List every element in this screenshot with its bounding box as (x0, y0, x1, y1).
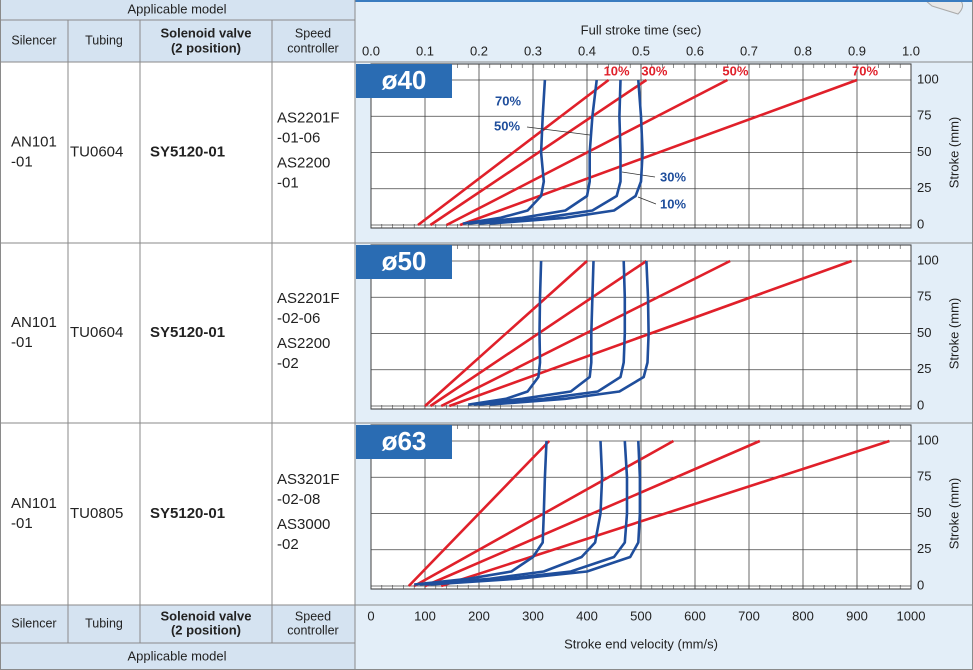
solenoid-valve: SY5120-01 (150, 143, 225, 160)
velocity-tick-label: 1000 (897, 608, 926, 623)
tubing: TU0805 (70, 505, 123, 522)
y-tick-label: 0 (917, 577, 924, 592)
speed-controller: -02 (277, 536, 299, 553)
y-tick-label: 50 (917, 505, 931, 520)
group-header: Applicable model (127, 1, 226, 16)
chart-title: ø50 (382, 246, 427, 276)
y-tick-label: 75 (917, 469, 931, 484)
y-axis-label: Stroke (mm) (946, 298, 961, 370)
velocity-tick-label: 400 (576, 608, 598, 623)
series-label: 10% (660, 196, 686, 211)
time-tick-label: 1.0 (902, 43, 920, 58)
column-header: (2 position) (171, 40, 241, 55)
y-tick-label: 100 (917, 432, 939, 447)
column-header: Speed (295, 609, 331, 623)
y-tick-label: 75 (917, 108, 931, 123)
time-tick-label: 0.0 (362, 43, 380, 58)
column-header: Speed (295, 26, 331, 40)
velocity-tick-label: 600 (684, 608, 706, 623)
y-tick-label: 100 (917, 252, 939, 267)
silencer: AN101 (11, 314, 57, 331)
speed-controller: -01 (277, 174, 299, 191)
speed-controller: AS2201F (277, 290, 340, 307)
speed-controller: -02-06 (277, 310, 320, 327)
chart-title: ø63 (382, 426, 427, 456)
y-tick-label: 75 (917, 289, 931, 304)
silencer: AN101 (11, 495, 57, 512)
speed-controller: AS3201F (277, 471, 340, 488)
chart-title: ø40 (382, 65, 427, 95)
group-footer: Applicable model (127, 648, 226, 663)
velocity-tick-label: 900 (846, 608, 868, 623)
y-tick-label: 25 (917, 541, 931, 556)
y-tick-label: 0 (917, 397, 924, 412)
solenoid-valve: SY5120-01 (150, 505, 225, 522)
series-label: 50% (494, 118, 520, 133)
column-header: controller (287, 623, 338, 637)
series-label: 30% (660, 169, 686, 184)
y-tick-label: 50 (917, 144, 931, 159)
velocity-tick-label: 700 (738, 608, 760, 623)
time-tick-label: 0.7 (740, 43, 758, 58)
column-header: (2 position) (171, 622, 241, 637)
y-axis-label: Stroke (mm) (946, 478, 961, 550)
column-header: Silencer (11, 33, 56, 47)
silencer: -01 (11, 515, 33, 532)
silencer: -01 (11, 334, 33, 351)
tubing: TU0604 (70, 143, 123, 160)
time-tick-label: 0.6 (686, 43, 704, 58)
time-axis-label: Full stroke time (sec) (581, 22, 702, 37)
velocity-tick-label: 100 (414, 608, 436, 623)
time-tick-label: 0.8 (794, 43, 812, 58)
time-tick-label: 0.5 (632, 43, 650, 58)
series-label: 10% (604, 63, 630, 78)
y-tick-label: 25 (917, 361, 931, 376)
column-header: Tubing (85, 33, 123, 47)
series-label: 30% (641, 63, 667, 78)
velocity-tick-label: 0 (367, 608, 374, 623)
y-tick-label: 100 (917, 71, 939, 86)
page: {"table": { "header": {"group": "Applica… (0, 0, 973, 670)
speed-controller: -02 (277, 355, 299, 372)
series-label: 70% (495, 93, 521, 108)
y-tick-label: 25 (917, 180, 931, 195)
column-header: controller (287, 41, 338, 55)
series-label: 50% (722, 63, 748, 78)
series-label: 70% (852, 63, 878, 78)
column-header: Tubing (85, 616, 123, 630)
time-tick-label: 0.3 (524, 43, 542, 58)
speed-controller: AS3000 (277, 516, 330, 533)
time-tick-label: 0.2 (470, 43, 488, 58)
time-tick-label: 0.4 (578, 43, 596, 58)
column-header: Solenoid valve (160, 608, 251, 623)
y-tick-label: 0 (917, 216, 924, 231)
velocity-tick-label: 300 (522, 608, 544, 623)
silencer: -01 (11, 153, 33, 170)
velocity-axis-label: Stroke end velocity (mm/s) (564, 636, 718, 651)
time-tick-label: 0.9 (848, 43, 866, 58)
y-tick-label: 50 (917, 325, 931, 340)
speed-controller: AS2200 (277, 335, 330, 352)
solenoid-valve: SY5120-01 (150, 324, 225, 341)
silencer: AN101 (11, 133, 57, 150)
tubing: TU0604 (70, 324, 123, 341)
column-header: Solenoid valve (160, 25, 251, 40)
speed-controller: -02-08 (277, 491, 320, 508)
velocity-tick-label: 200 (468, 608, 490, 623)
speed-controller: AS2200 (277, 154, 330, 171)
speed-controller: AS2201F (277, 109, 340, 126)
y-axis-label: Stroke (mm) (946, 117, 961, 189)
column-header: Silencer (11, 616, 56, 630)
chart-table: SilencerTubingSolenoid valve(2 position)… (0, 0, 973, 670)
velocity-tick-label: 500 (630, 608, 652, 623)
time-tick-label: 0.1 (416, 43, 434, 58)
velocity-tick-label: 800 (792, 608, 814, 623)
speed-controller: -01-06 (277, 129, 320, 146)
